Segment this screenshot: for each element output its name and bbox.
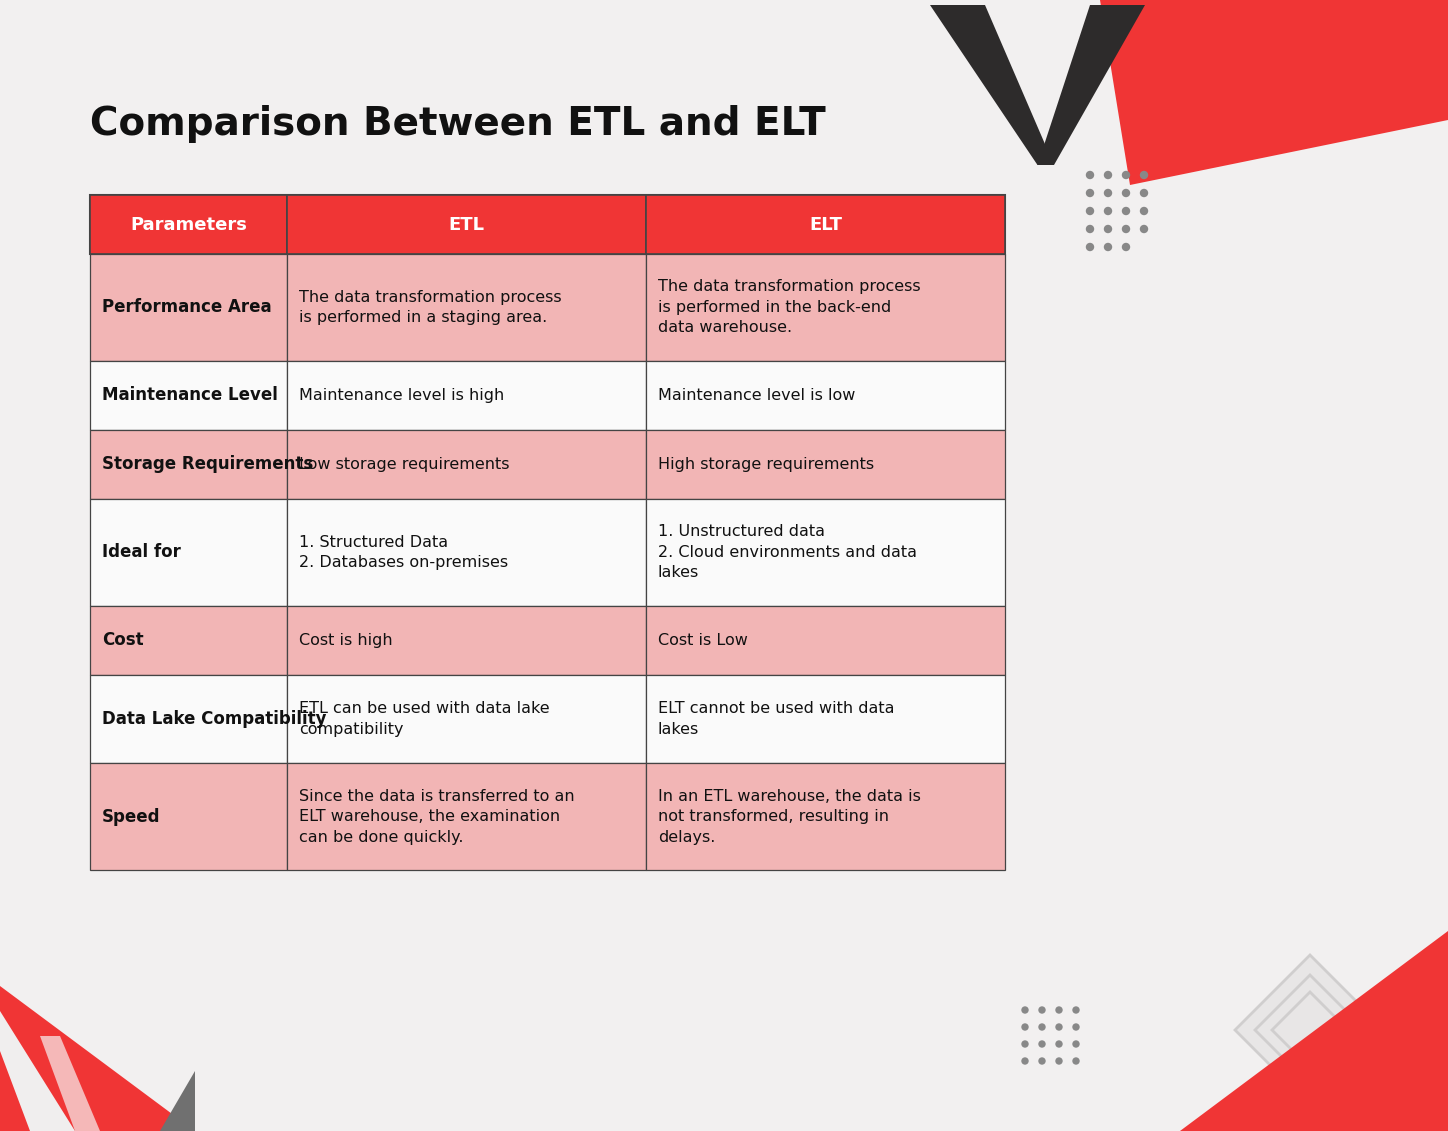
- Circle shape: [1022, 1057, 1028, 1064]
- FancyBboxPatch shape: [287, 361, 646, 430]
- Text: ETL can be used with data lake
compatibility: ETL can be used with data lake compatibi…: [298, 701, 549, 736]
- Text: Cost: Cost: [101, 631, 143, 649]
- Text: ETL: ETL: [449, 216, 484, 233]
- FancyBboxPatch shape: [90, 195, 287, 254]
- FancyBboxPatch shape: [646, 605, 1005, 675]
- FancyBboxPatch shape: [90, 254, 287, 361]
- FancyBboxPatch shape: [90, 499, 287, 605]
- Text: Performance Area: Performance Area: [101, 299, 272, 317]
- Text: ELT: ELT: [809, 216, 841, 233]
- FancyBboxPatch shape: [287, 499, 646, 605]
- FancyBboxPatch shape: [90, 361, 287, 430]
- Polygon shape: [1235, 955, 1384, 1105]
- Polygon shape: [1100, 0, 1448, 185]
- Circle shape: [1122, 225, 1129, 233]
- Polygon shape: [1271, 992, 1348, 1068]
- Circle shape: [1056, 1024, 1061, 1030]
- FancyBboxPatch shape: [646, 763, 1005, 870]
- Circle shape: [1086, 225, 1093, 233]
- Text: High storage requirements: High storage requirements: [657, 457, 875, 472]
- Text: Low storage requirements: Low storage requirements: [298, 457, 510, 472]
- FancyBboxPatch shape: [90, 430, 287, 499]
- Polygon shape: [1038, 5, 1145, 165]
- FancyBboxPatch shape: [287, 605, 646, 675]
- Text: Maintenance level is high: Maintenance level is high: [298, 388, 504, 403]
- Circle shape: [1105, 207, 1112, 215]
- Circle shape: [1122, 190, 1129, 197]
- Circle shape: [1022, 1024, 1028, 1030]
- Circle shape: [1122, 243, 1129, 250]
- FancyBboxPatch shape: [90, 675, 287, 763]
- Text: Cost is high: Cost is high: [298, 632, 392, 648]
- Circle shape: [1022, 1041, 1028, 1047]
- Circle shape: [1040, 1057, 1045, 1064]
- FancyBboxPatch shape: [646, 195, 1005, 254]
- Circle shape: [1056, 1007, 1061, 1013]
- Circle shape: [1073, 1024, 1079, 1030]
- Circle shape: [1040, 1007, 1045, 1013]
- Text: Cost is Low: Cost is Low: [657, 632, 747, 648]
- Circle shape: [1105, 172, 1112, 179]
- Text: Storage Requirements: Storage Requirements: [101, 456, 313, 474]
- FancyBboxPatch shape: [90, 605, 287, 675]
- Text: 1. Structured Data
2. Databases on-premises: 1. Structured Data 2. Databases on-premi…: [298, 535, 508, 570]
- Text: In an ETL warehouse, the data is
not transformed, resulting in
delays.: In an ETL warehouse, the data is not tra…: [657, 788, 921, 845]
- Polygon shape: [41, 1036, 100, 1131]
- FancyBboxPatch shape: [287, 430, 646, 499]
- Circle shape: [1073, 1057, 1079, 1064]
- FancyBboxPatch shape: [287, 195, 646, 254]
- FancyBboxPatch shape: [646, 430, 1005, 499]
- Polygon shape: [1255, 975, 1365, 1085]
- Circle shape: [1073, 1007, 1079, 1013]
- FancyBboxPatch shape: [90, 195, 1005, 254]
- Circle shape: [1056, 1057, 1061, 1064]
- Text: Since the data is transferred to an
ELT warehouse, the examination
can be done q: Since the data is transferred to an ELT …: [298, 788, 575, 845]
- Circle shape: [1141, 207, 1147, 215]
- FancyBboxPatch shape: [646, 675, 1005, 763]
- Circle shape: [1086, 243, 1093, 250]
- Circle shape: [1105, 225, 1112, 233]
- Circle shape: [1040, 1041, 1045, 1047]
- Circle shape: [1086, 190, 1093, 197]
- FancyBboxPatch shape: [646, 254, 1005, 361]
- Text: Maintenance level is low: Maintenance level is low: [657, 388, 856, 403]
- Text: Data Lake Compatibility: Data Lake Compatibility: [101, 710, 326, 728]
- FancyBboxPatch shape: [646, 499, 1005, 605]
- FancyBboxPatch shape: [287, 675, 646, 763]
- Polygon shape: [0, 1011, 75, 1131]
- Circle shape: [1056, 1041, 1061, 1047]
- Text: ELT cannot be used with data
lakes: ELT cannot be used with data lakes: [657, 701, 895, 736]
- Circle shape: [1022, 1007, 1028, 1013]
- Circle shape: [1105, 190, 1112, 197]
- Circle shape: [1122, 172, 1129, 179]
- Circle shape: [1086, 207, 1093, 215]
- Text: The data transformation process
is performed in the back-end
data warehouse.: The data transformation process is perfo…: [657, 279, 921, 335]
- Circle shape: [1086, 172, 1093, 179]
- Polygon shape: [1180, 931, 1448, 1131]
- FancyBboxPatch shape: [90, 763, 287, 870]
- Text: Maintenance Level: Maintenance Level: [101, 387, 278, 404]
- Text: The data transformation process
is performed in a staging area.: The data transformation process is perfo…: [298, 290, 562, 325]
- Polygon shape: [0, 986, 195, 1131]
- Polygon shape: [159, 1071, 195, 1131]
- Circle shape: [1141, 225, 1147, 233]
- FancyBboxPatch shape: [287, 254, 646, 361]
- Polygon shape: [930, 5, 1054, 165]
- Circle shape: [1105, 243, 1112, 250]
- Circle shape: [1040, 1024, 1045, 1030]
- Circle shape: [1073, 1041, 1079, 1047]
- Text: Comparison Between ETL and ELT: Comparison Between ETL and ELT: [90, 105, 825, 143]
- FancyBboxPatch shape: [646, 361, 1005, 430]
- FancyBboxPatch shape: [287, 763, 646, 870]
- Text: Ideal for: Ideal for: [101, 543, 181, 561]
- Circle shape: [1141, 190, 1147, 197]
- Text: Parameters: Parameters: [130, 216, 246, 233]
- Circle shape: [1141, 172, 1147, 179]
- Text: Speed: Speed: [101, 808, 161, 826]
- Circle shape: [1122, 207, 1129, 215]
- Text: 1. Unstructured data
2. Cloud environments and data
lakes: 1. Unstructured data 2. Cloud environmen…: [657, 525, 917, 580]
